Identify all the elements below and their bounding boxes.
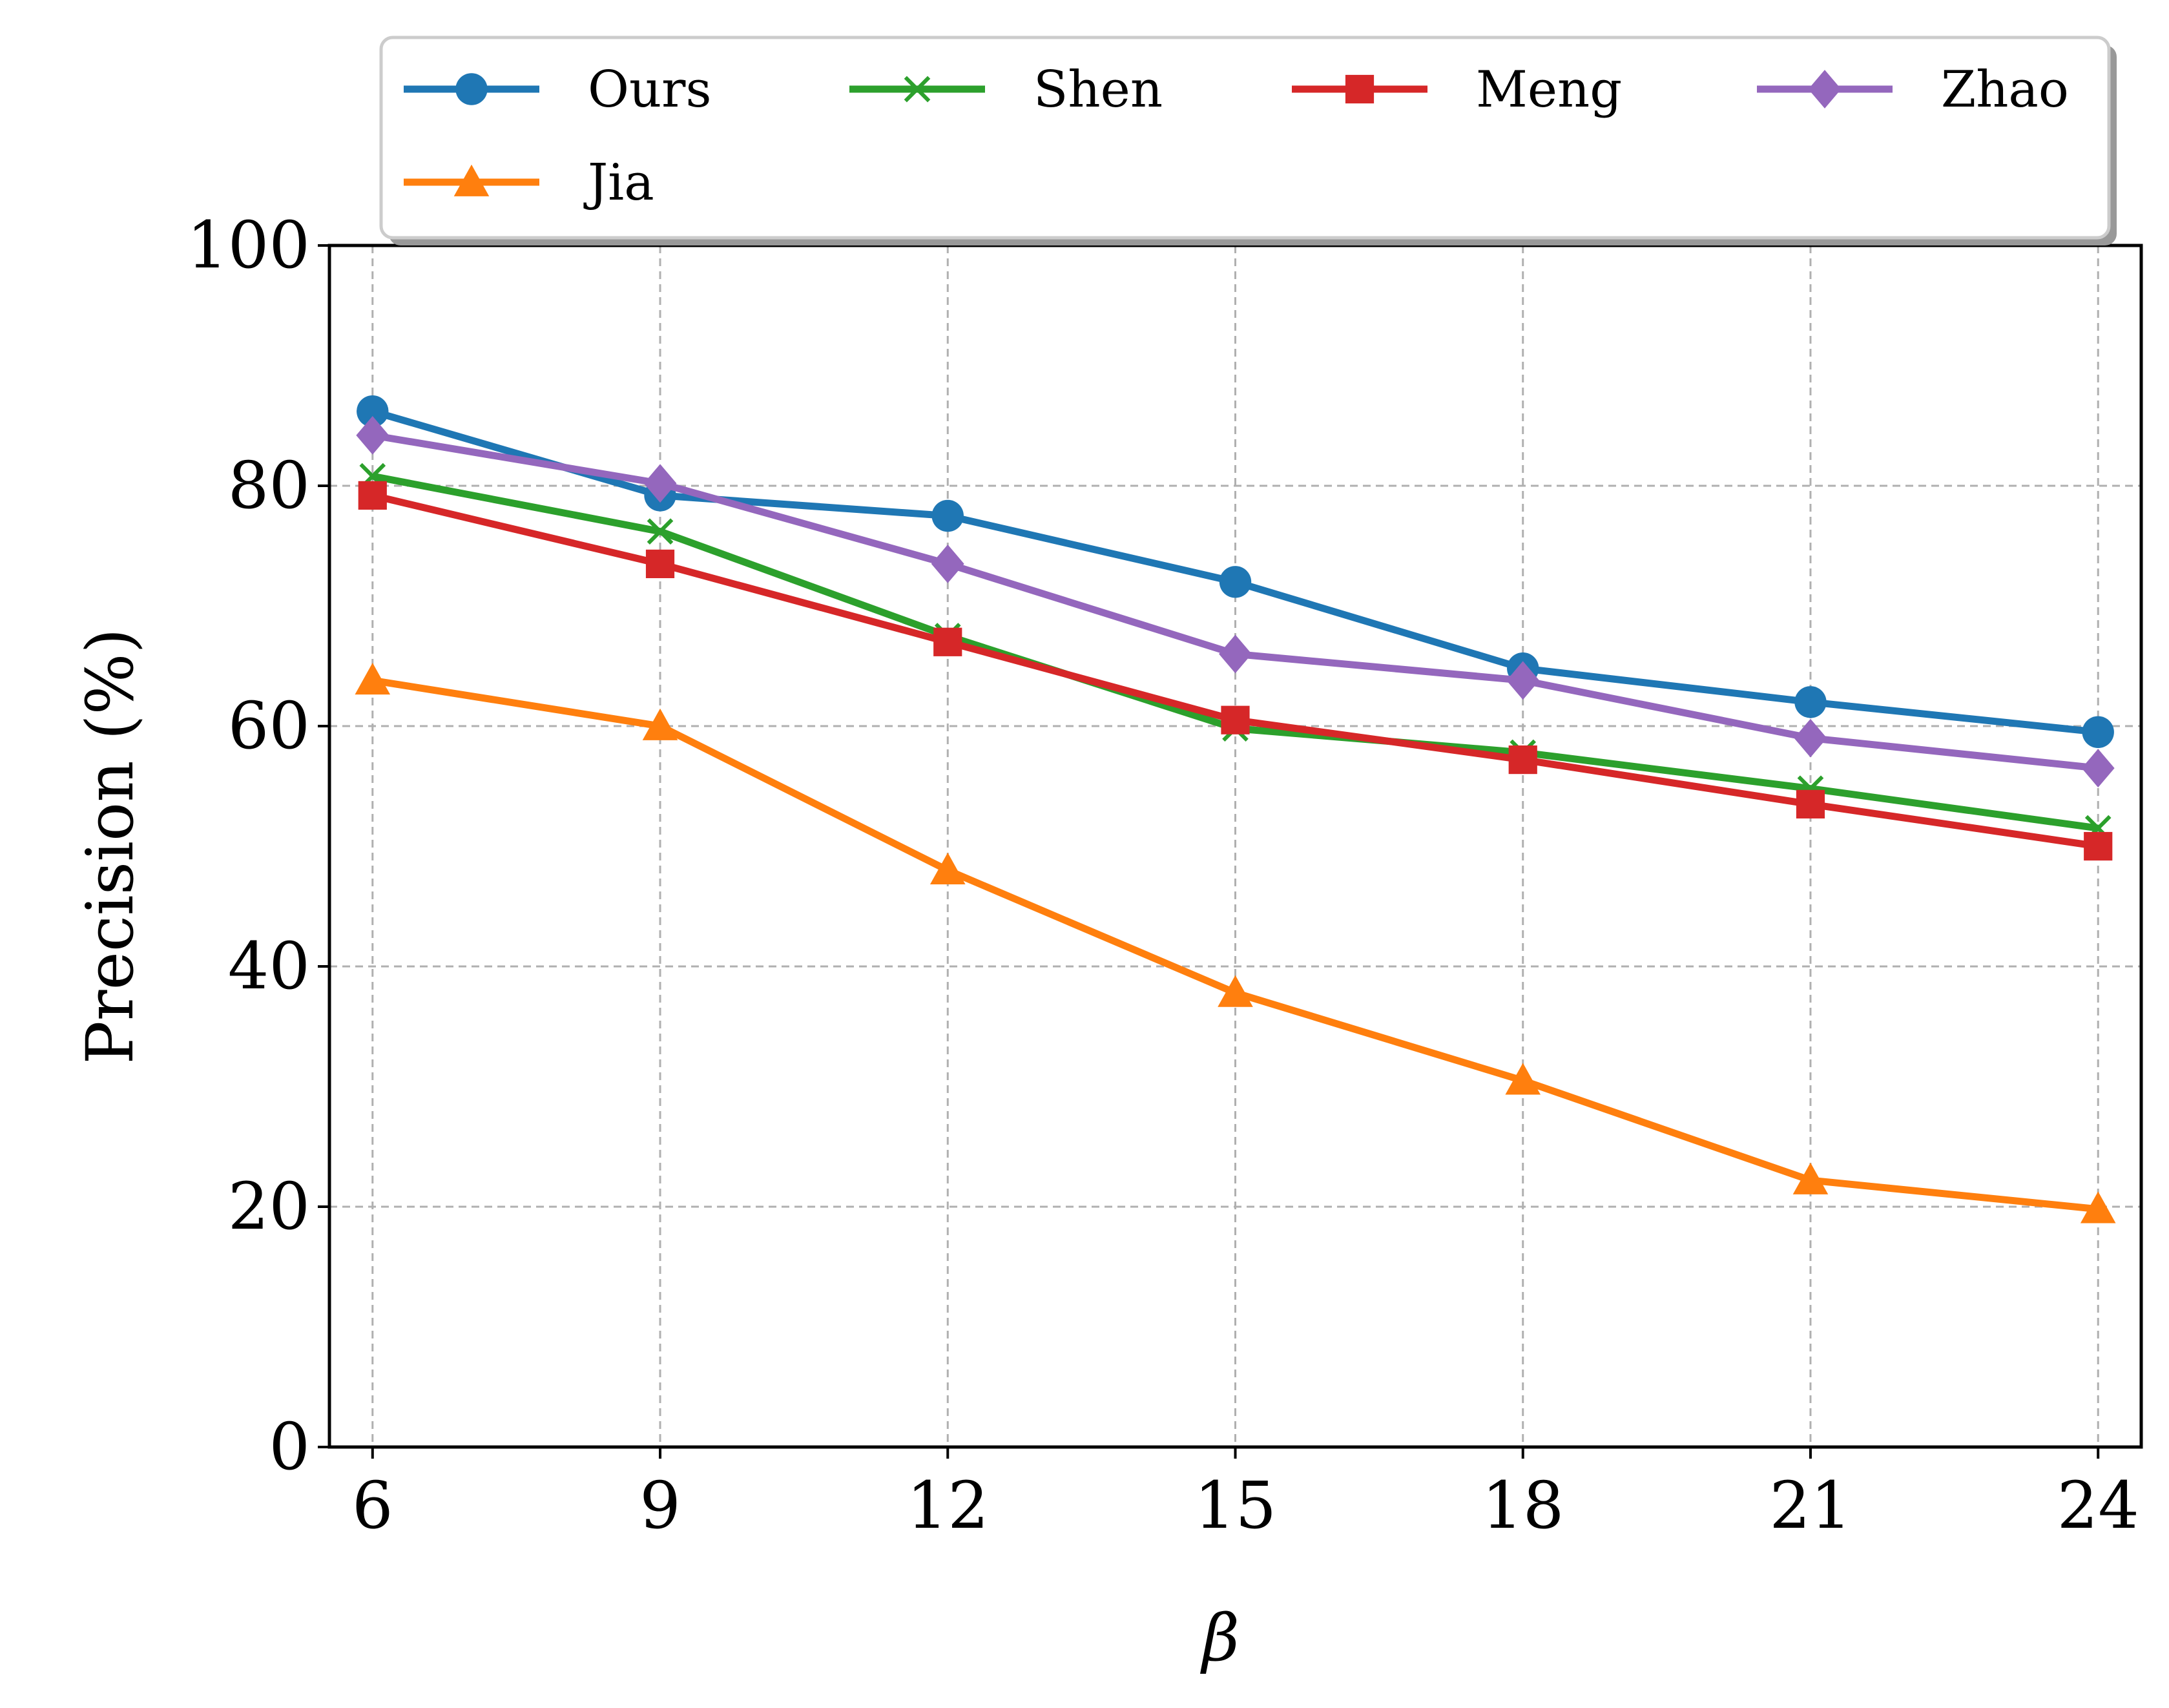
legend-label: Zhao [1941, 61, 2069, 119]
data-point [1218, 975, 1253, 1007]
y-tick-label: 60 [228, 688, 310, 764]
y-tick-label: 80 [228, 448, 310, 523]
legend-box [379, 36, 2111, 240]
legend-item-jia: Jia [404, 154, 654, 212]
x-tick-label: 18 [1482, 1468, 1564, 1543]
legend-label: Jia [583, 154, 654, 212]
plot-area [355, 395, 2116, 1224]
x-tick-label: 9 [639, 1468, 681, 1543]
data-point [2081, 749, 2115, 787]
x-tick-label: 24 [2057, 1468, 2139, 1543]
legend-marker [453, 164, 490, 196]
legend-label: Meng [1476, 61, 1622, 119]
data-point [643, 464, 677, 503]
legend: Ours Jia Shen Meng Zhao [379, 36, 2117, 245]
data-point [1508, 745, 1537, 775]
legend-item-ours: Ours [404, 61, 712, 119]
x-tick-label: 6 [352, 1468, 393, 1543]
data-point [1219, 566, 1252, 598]
y-tick-label: 0 [269, 1409, 310, 1484]
legend-marker [455, 73, 488, 105]
data-point [1221, 705, 1250, 734]
data-point [647, 518, 674, 545]
data-point [1506, 661, 1540, 700]
data-point [642, 708, 678, 740]
axes: 6 9 12 15 18 21 24 0 20 40 60 80 100 [187, 207, 2143, 1543]
data-point [356, 415, 389, 455]
data-point [2084, 831, 2113, 861]
legend-marker [904, 76, 931, 103]
data-point [1505, 1063, 1541, 1095]
legend-label: Shen [1033, 61, 1163, 119]
legend-item-shen: Shen [849, 61, 1163, 119]
x-tick-label: 21 [1769, 1468, 1851, 1543]
legend-label: Ours [588, 61, 712, 119]
data-point [929, 852, 966, 885]
data-point [931, 545, 964, 583]
data-point [355, 663, 391, 695]
data-point [1796, 789, 1825, 818]
data-point [2080, 1191, 2116, 1224]
legend-item-zhao: Zhao [1757, 61, 2069, 119]
data-point [1794, 718, 1827, 758]
data-point [1219, 634, 1252, 674]
x-axis-label: β [1199, 1600, 1240, 1676]
data-point [2082, 716, 2114, 749]
y-tick-label: 40 [228, 928, 310, 1004]
data-point [1794, 686, 1827, 718]
y-tick-label: 20 [228, 1169, 310, 1244]
series-ours [357, 395, 2114, 749]
y-tick-label: 100 [187, 207, 310, 283]
series-zhao [356, 415, 2115, 787]
data-point [357, 395, 389, 428]
series-jia [355, 663, 2116, 1224]
data-point [645, 549, 675, 578]
legend-marker [1345, 74, 1375, 104]
data-point [933, 627, 962, 656]
data-point [1792, 1162, 1829, 1194]
y-axis-label: Precision (%) [72, 629, 148, 1065]
legend-item-meng: Meng [1292, 61, 1622, 119]
x-tick-label: 15 [1194, 1468, 1276, 1543]
data-point [931, 499, 964, 532]
legend-marker [1808, 70, 1842, 109]
series-meng [358, 481, 2113, 861]
data-point [358, 481, 387, 510]
x-tick-label: 12 [907, 1468, 989, 1543]
grid-lines [329, 244, 2141, 1448]
